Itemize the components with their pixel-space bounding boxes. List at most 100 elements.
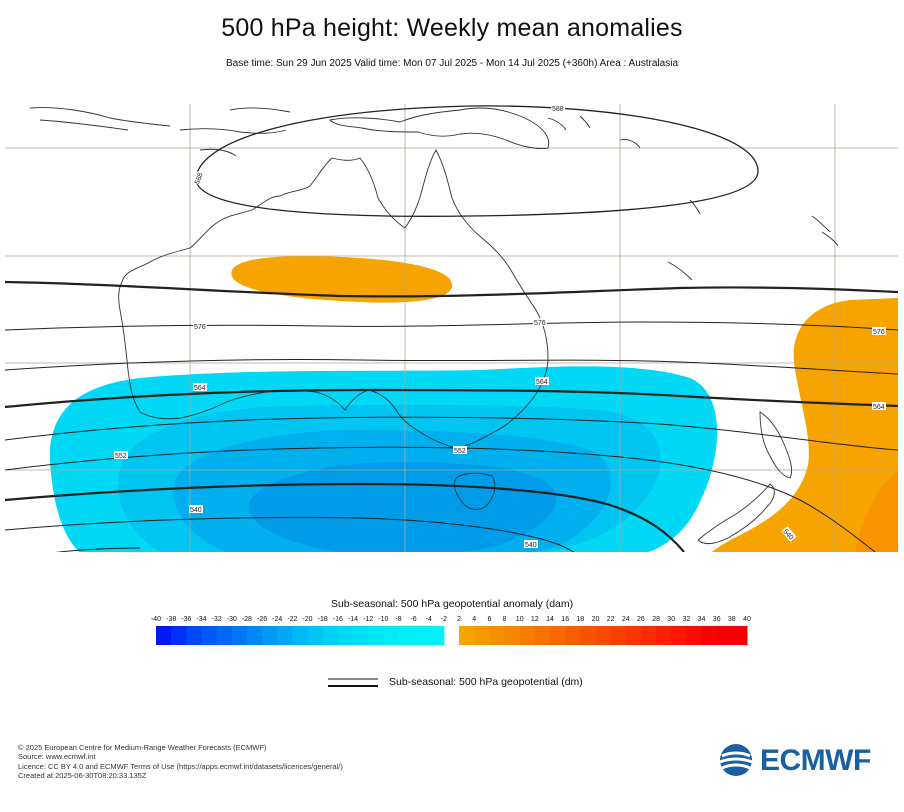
colorbar-tick-label: -18 xyxy=(318,616,328,623)
colorbar-tick-label: 8 xyxy=(503,616,507,623)
colorbar-tick-label: -2 xyxy=(441,616,447,623)
colorbar-tick-label: -40 xyxy=(151,616,161,623)
colorbar-tick-label: -28 xyxy=(242,616,252,623)
colorbar-swatch-negative xyxy=(353,626,369,645)
ecmwf-logo-text: ECMWF xyxy=(760,744,871,777)
colorbar-tick-label: -36 xyxy=(181,616,191,623)
coastlines xyxy=(29,107,839,545)
colorbar-tick-label: 24 xyxy=(622,616,630,623)
colorbar-swatch-positive xyxy=(534,626,551,645)
colorbar-tick-label: -32 xyxy=(212,616,222,623)
colorbar-swatch-positive xyxy=(489,626,506,645)
contour-label-540-south: 540 xyxy=(525,542,537,549)
colorbar-swatch-negative xyxy=(277,626,293,645)
colorbar-swatch-negative xyxy=(231,626,248,645)
colorbar-swatch-positive xyxy=(474,626,490,645)
colorbar-swatch-negative xyxy=(246,626,263,645)
contour-label-564-far-east: 564 xyxy=(873,404,885,411)
colorbar-swatch-negative xyxy=(186,626,202,645)
colorbar-tick-label: -24 xyxy=(272,616,282,623)
colorbar-tick-label: 36 xyxy=(713,616,721,623)
colorbar-swatch-positive xyxy=(656,626,672,645)
colorbar-swatch-negative xyxy=(368,626,384,645)
colorbar-swatch-positive xyxy=(519,626,536,645)
contour-labels: 588 588 576 576 576 564 564 564 552 552 … xyxy=(114,104,886,549)
footer-source: Source: www.ecmwf.int xyxy=(18,752,96,762)
colorbar-tick-label: 38 xyxy=(728,616,736,623)
colorbar-swatch-positive xyxy=(459,626,475,645)
colorbar-swatch-negative xyxy=(383,626,399,645)
colorbar-tick-label: 28 xyxy=(652,616,660,623)
colorbar-tick-label: -12 xyxy=(363,616,373,623)
page-subtitle: Base time: Sun 29 Jun 2025 Valid time: M… xyxy=(225,58,679,69)
colorbar-tick-label: -16 xyxy=(333,616,343,623)
colorbar-swatch-positive xyxy=(731,626,748,645)
colorbar-swatch-negative xyxy=(322,626,339,645)
colorbar-tick-label: 6 xyxy=(487,616,491,623)
colorbar-tick-label: 14 xyxy=(546,616,554,623)
ecmwf-globe-icon xyxy=(719,744,753,776)
footer-credits: © 2025 European Centre for Medium-Range … xyxy=(18,743,343,780)
colorbar-swatch-negative xyxy=(201,626,218,645)
colorbar-swatch-positive xyxy=(625,626,642,645)
positive-anomaly-region-east xyxy=(711,298,898,552)
colorbar-swatch-positive xyxy=(610,626,627,645)
colorbar-tick-label: 12 xyxy=(531,616,539,623)
colorbar-swatch-negative xyxy=(171,626,187,645)
colorbar-tick-label: -8 xyxy=(395,616,401,623)
footer-created: Created at 2025-06-30T08:20:33.135Z xyxy=(18,770,147,780)
colorbar-swatch-negative xyxy=(262,626,278,645)
colorbar-tick-label: 34 xyxy=(698,616,706,623)
contour-label-552-west: 552 xyxy=(115,453,127,460)
colorbar-tick-label: 26 xyxy=(637,616,645,623)
colorbar-tick-label: 20 xyxy=(592,616,600,623)
contour-label-552-tasman: 552 xyxy=(454,448,466,455)
colorbar-tick-label: -14 xyxy=(348,616,358,623)
page-title: 500 hPa height: Weekly mean anomalies xyxy=(221,14,683,42)
colorbar-swatch-negative xyxy=(292,626,309,645)
colorbar-tick-label: 40 xyxy=(743,616,751,623)
colorbar-tick-label: -30 xyxy=(227,616,237,623)
colorbar-tick-label: 2 xyxy=(457,616,461,623)
contour-label-588-west: 588 xyxy=(194,172,205,185)
colorbar-tick-label: 22 xyxy=(607,616,615,623)
footer-copyright: © 2025 European Centre for Medium-Range … xyxy=(18,743,267,752)
colorbar-swatch-positive xyxy=(671,626,687,645)
colorbar-swatch-positive xyxy=(595,626,612,645)
contour-label-576-far-east: 576 xyxy=(873,329,885,336)
colorbar-swatch-positive xyxy=(716,626,733,645)
colorbar-swatch-negative xyxy=(156,626,172,645)
colorbar-tick-label: 16 xyxy=(561,616,569,623)
colorbar-tick-label: -38 xyxy=(166,616,176,623)
colorbar-swatch-negative xyxy=(413,626,430,645)
colorbar-swatch-negative xyxy=(216,626,233,645)
colorbar-tick-label: -6 xyxy=(410,616,416,623)
colorbar-swatch-positive xyxy=(550,626,566,645)
contour-label-564-west: 564 xyxy=(194,385,206,392)
colorbar-tick-label: 10 xyxy=(516,616,524,623)
colorbar-swatch-positive xyxy=(686,626,703,645)
colorbar-swatch-positive xyxy=(640,626,657,645)
colorbar-tick-label: -4 xyxy=(426,616,432,623)
contour-label-576-west: 576 xyxy=(194,324,206,331)
colorbar-tick-label: -34 xyxy=(196,616,206,623)
colorbar-swatch-negative xyxy=(398,626,415,645)
colorbar-swatch-negative xyxy=(307,626,324,645)
contour-label-576-east: 576 xyxy=(534,320,546,327)
colorbar-swatch-positive xyxy=(565,626,581,645)
colorbar-tick-label: -10 xyxy=(378,616,388,623)
colorbar-tick-label: -20 xyxy=(302,616,312,623)
colorbar-tick-label: 30 xyxy=(667,616,675,623)
contour-label-540-west: 540 xyxy=(190,507,202,514)
colorbar-tick-label: 32 xyxy=(683,616,691,623)
positive-anomaly-region-north xyxy=(231,255,453,303)
colorbar-tick-label: -26 xyxy=(257,616,267,623)
colorbar-swatch-positive xyxy=(580,626,596,645)
colorbar-swatch-positive xyxy=(701,626,718,645)
colorbar-tick-label: -22 xyxy=(287,616,297,623)
footer-licence: Licence: CC BY 4.0 and ECMWF Terms of Us… xyxy=(18,761,343,771)
colorbar-title: Sub-seasonal: 500 hPa geopotential anoma… xyxy=(330,598,574,610)
contour-label-564-east: 564 xyxy=(536,379,548,386)
